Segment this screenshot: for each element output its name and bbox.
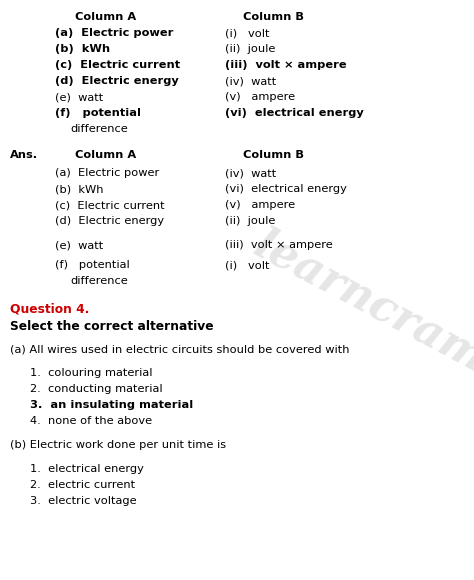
Text: (v)   ampere: (v) ampere	[225, 92, 295, 102]
Text: 1.  colouring material: 1. colouring material	[30, 368, 153, 378]
Text: (b)  kWh: (b) kWh	[55, 184, 103, 194]
Text: Question 4.: Question 4.	[10, 303, 90, 316]
Text: (vi)  electrical energy: (vi) electrical energy	[225, 108, 364, 118]
Text: (d)  Electric energy: (d) Electric energy	[55, 216, 164, 226]
Text: 3.  an insulating material: 3. an insulating material	[30, 400, 193, 410]
Text: (a) All wires used in electric circuits should be covered with: (a) All wires used in electric circuits …	[10, 344, 349, 354]
Text: (b)  kWh: (b) kWh	[55, 44, 110, 54]
Text: (i)   volt: (i) volt	[225, 28, 270, 38]
Text: difference: difference	[70, 124, 128, 134]
Text: (a)  Electric power: (a) Electric power	[55, 28, 173, 38]
Text: difference: difference	[70, 276, 128, 286]
Text: (d)  Electric energy: (d) Electric energy	[55, 76, 179, 86]
Text: (iii)  volt × ampere: (iii) volt × ampere	[225, 240, 333, 250]
Text: (i)   volt: (i) volt	[225, 260, 270, 270]
Text: Select the correct alternative: Select the correct alternative	[10, 320, 214, 333]
Text: (iv)  watt: (iv) watt	[225, 168, 276, 178]
Text: (f)   potential: (f) potential	[55, 108, 141, 118]
Text: 2.  electric current: 2. electric current	[30, 480, 135, 490]
Text: (f)   potential: (f) potential	[55, 260, 130, 270]
Text: 3.  electric voltage: 3. electric voltage	[30, 496, 137, 506]
Text: (ii)  joule: (ii) joule	[225, 44, 275, 54]
Text: 4.  none of the above: 4. none of the above	[30, 416, 152, 426]
Text: (v)   ampere: (v) ampere	[225, 200, 295, 210]
Text: (c)  Electric current: (c) Electric current	[55, 60, 180, 70]
Text: (e)  watt: (e) watt	[55, 240, 103, 250]
Text: Column B: Column B	[243, 12, 304, 22]
Text: 2.  conducting material: 2. conducting material	[30, 384, 163, 394]
Text: (iii)  volt × ampere: (iii) volt × ampere	[225, 60, 346, 70]
Text: (c)  Electric current: (c) Electric current	[55, 200, 164, 210]
Text: Ans.: Ans.	[10, 150, 38, 160]
Text: (vi)  electrical energy: (vi) electrical energy	[225, 184, 347, 194]
Text: Column A: Column A	[75, 12, 136, 22]
Text: 1.  electrical energy: 1. electrical energy	[30, 464, 144, 474]
Text: Column B: Column B	[243, 150, 304, 160]
Text: (b) Electric work done per unit time is: (b) Electric work done per unit time is	[10, 440, 226, 450]
Text: (a)  Electric power: (a) Electric power	[55, 168, 159, 178]
Text: (e)  watt: (e) watt	[55, 92, 103, 102]
Text: Column A: Column A	[75, 150, 136, 160]
Text: learncram: learncram	[246, 222, 474, 381]
Text: (ii)  joule: (ii) joule	[225, 216, 275, 226]
Text: (iv)  watt: (iv) watt	[225, 76, 276, 86]
